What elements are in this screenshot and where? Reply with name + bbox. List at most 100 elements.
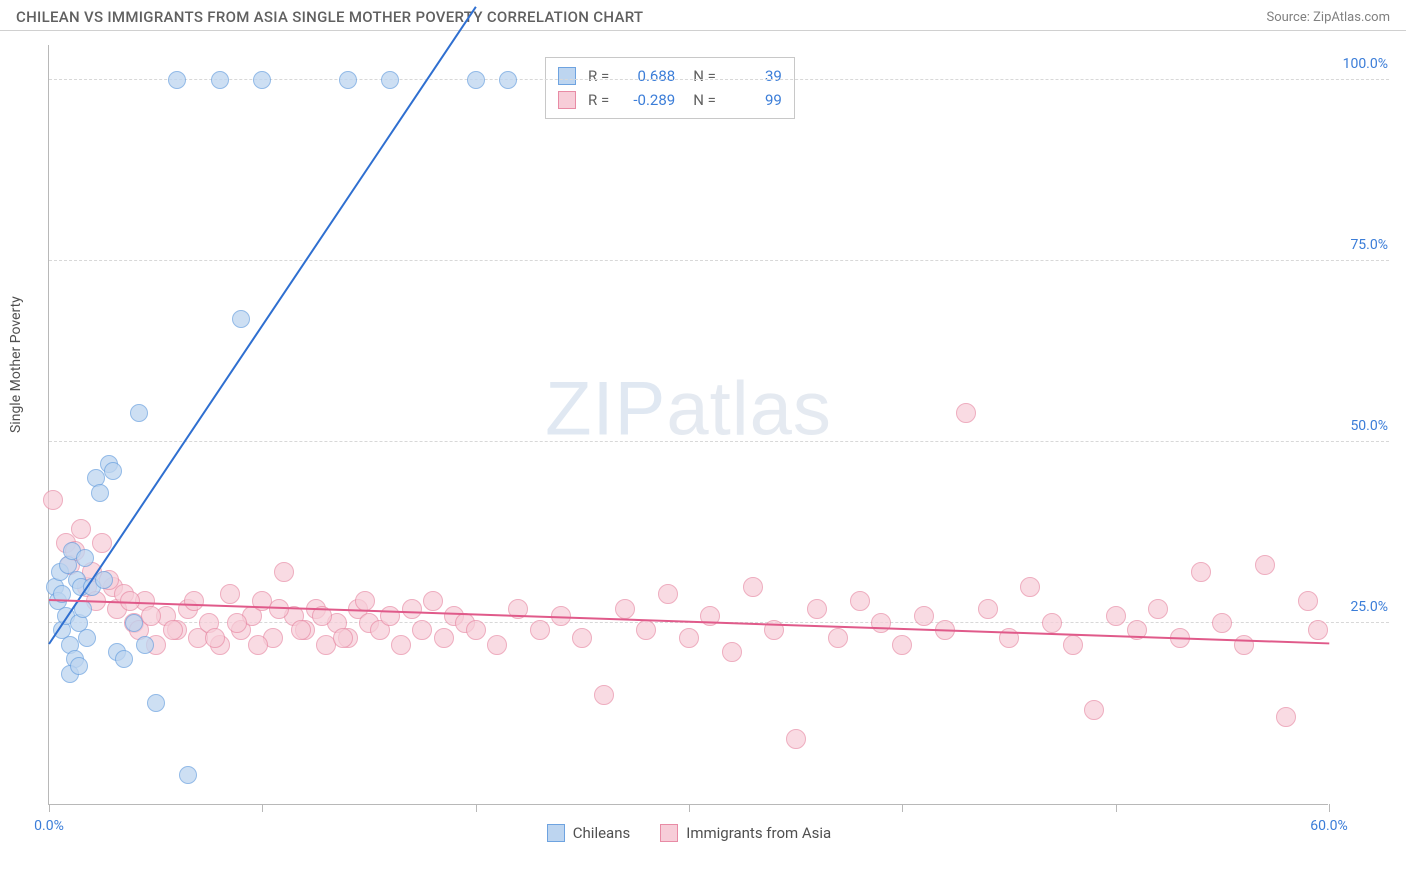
x-tick-label: 0.0% [34, 818, 64, 834]
scatter-point [615, 599, 635, 619]
legend-r-value: -0.289 [617, 88, 675, 112]
scatter-point [43, 490, 63, 510]
scatter-point [914, 606, 934, 626]
scatter-point [211, 71, 229, 89]
y-tick-label: 50.0% [1350, 418, 1388, 434]
scatter-point [130, 404, 148, 422]
scatter-point [95, 571, 113, 589]
scatter-point [530, 620, 550, 640]
watermark-bold: ZIP [545, 367, 666, 452]
scatter-point [115, 650, 133, 668]
scatter-point [1212, 613, 1232, 633]
scatter-point [412, 620, 432, 640]
scatter-point [807, 599, 827, 619]
scatter-point [227, 613, 247, 633]
legend-r-label: R = [588, 88, 609, 112]
chart-source: Source: ZipAtlas.com [1266, 10, 1390, 25]
scatter-point [391, 635, 411, 655]
chart-container: Single Mother Poverty ZIPatlas R =0.688N… [48, 45, 1388, 833]
scatter-point [572, 628, 592, 648]
scatter-point [1106, 606, 1126, 626]
legend-swatch [660, 824, 678, 842]
scatter-point [402, 599, 422, 619]
legend-swatch [547, 824, 565, 842]
x-tick [49, 804, 50, 812]
scatter-point [1063, 635, 1083, 655]
scatter-point [594, 685, 614, 705]
scatter-point [1020, 577, 1040, 597]
trend-line [48, 6, 476, 644]
scatter-point [1191, 562, 1211, 582]
bottom-legend: Chileans Immigrants from Asia [49, 824, 1329, 842]
scatter-point [253, 71, 271, 89]
legend-box: R =0.688N =39R = -0.289 N = 99 [545, 57, 795, 119]
y-tick-label: 25.0% [1350, 599, 1388, 615]
scatter-point [179, 766, 197, 784]
scatter-point [71, 519, 91, 539]
scatter-point [850, 591, 870, 611]
scatter-point [1276, 707, 1296, 727]
scatter-point [168, 71, 186, 89]
y-tick-label: 100.0% [1343, 56, 1388, 72]
plot-area: ZIPatlas R =0.688N =39R =-0.289N =99 Chi… [48, 45, 1328, 805]
legend-r-value: 0.688 [617, 64, 675, 88]
legend-n-value: 39 [724, 64, 782, 88]
bottom-legend-label: Chileans [573, 824, 630, 842]
scatter-point [871, 613, 891, 633]
scatter-point [141, 606, 161, 626]
legend-row: R = -0.289 N = 99 [558, 88, 782, 112]
x-tick [902, 804, 903, 812]
scatter-point [291, 620, 311, 640]
scatter-point [423, 591, 443, 611]
bottom-legend-item: Immigrants from Asia [660, 824, 831, 842]
scatter-point [355, 591, 375, 611]
scatter-point [136, 636, 154, 654]
scatter-point [1298, 591, 1318, 611]
scatter-point [1308, 620, 1328, 640]
scatter-point [125, 614, 143, 632]
bottom-legend-label: Immigrants from Asia [686, 824, 831, 842]
scatter-point [147, 694, 165, 712]
x-tick [1116, 804, 1117, 812]
chart-header: CHILEAN VS IMMIGRANTS FROM ASIA SINGLE M… [0, 0, 1406, 31]
chart-title: CHILEAN VS IMMIGRANTS FROM ASIA SINGLE M… [16, 8, 643, 26]
scatter-point [274, 562, 294, 582]
scatter-point [232, 310, 250, 328]
scatter-point [76, 549, 94, 567]
scatter-point [1234, 635, 1254, 655]
watermark-thin: atlas [666, 367, 832, 452]
x-tick [262, 804, 263, 812]
legend-n-label: N = [693, 88, 716, 112]
watermark: ZIPatlas [545, 366, 832, 453]
y-tick-label: 75.0% [1350, 237, 1388, 253]
scatter-point [499, 71, 517, 89]
legend-swatch [558, 91, 576, 109]
scatter-point [743, 577, 763, 597]
grid-line [49, 79, 1389, 80]
scatter-point [70, 657, 88, 675]
scatter-point [78, 629, 96, 647]
scatter-point [1042, 613, 1062, 633]
scatter-point [1148, 599, 1168, 619]
scatter-point [978, 599, 998, 619]
legend-n-value: 99 [724, 88, 782, 112]
scatter-point [636, 620, 656, 640]
scatter-point [205, 628, 225, 648]
legend-row: R =0.688N =39 [558, 64, 782, 88]
scatter-point [163, 620, 183, 640]
scatter-point [679, 628, 699, 648]
scatter-point [466, 620, 486, 640]
scatter-point [1255, 555, 1275, 575]
scatter-point [892, 635, 912, 655]
grid-line [49, 441, 1389, 442]
scatter-point [828, 628, 848, 648]
bottom-legend-item: Chileans [547, 824, 630, 842]
x-tick [689, 804, 690, 812]
scatter-point [184, 591, 204, 611]
scatter-point [1084, 700, 1104, 720]
x-tick-label: 60.0% [1310, 818, 1348, 834]
scatter-point [786, 729, 806, 749]
scatter-point [248, 635, 268, 655]
scatter-point [487, 635, 507, 655]
scatter-point [104, 462, 122, 480]
